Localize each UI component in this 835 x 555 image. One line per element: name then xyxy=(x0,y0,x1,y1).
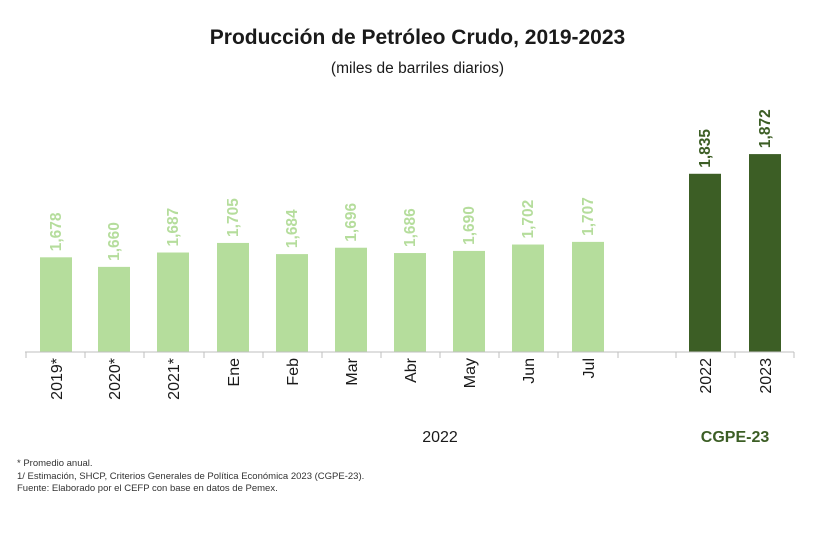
value-label: 1,696 xyxy=(343,203,360,242)
category-label: 2019* xyxy=(49,358,66,400)
value-label: 1,707 xyxy=(580,197,597,236)
value-label: 1,687 xyxy=(165,208,182,247)
value-label: 1,705 xyxy=(225,198,242,237)
category-label: 2020* xyxy=(107,358,124,400)
category-label: 2022 xyxy=(698,358,715,394)
bar-mar xyxy=(335,247,367,352)
footnote-source: Fuente: Elaborado por el CEFP con base e… xyxy=(17,483,278,494)
category-label: Jun xyxy=(521,358,538,384)
bar-jul xyxy=(572,241,604,352)
category-label: 2021* xyxy=(166,358,183,400)
value-label: 1,660 xyxy=(106,222,123,261)
bar-ene xyxy=(217,242,249,352)
category-label: Mar xyxy=(344,357,361,385)
value-label: 1,686 xyxy=(402,208,419,247)
category-label: Feb xyxy=(285,358,302,386)
group-label-cgpe: CGPE-23 xyxy=(701,429,770,446)
value-label: 1,872 xyxy=(757,109,774,148)
category-label: Abr xyxy=(403,357,420,383)
bar-2022 xyxy=(689,173,721,352)
value-label: 1,835 xyxy=(697,129,714,168)
category-label: May xyxy=(462,358,479,388)
chart-title: Producción de Petróleo Crudo, 2019-2023 xyxy=(209,26,626,49)
footnote-estimate: 1/ Estimación, SHCP, Criterios Generales… xyxy=(17,470,365,482)
value-label: 1,702 xyxy=(520,200,537,239)
chart-subtitle: (miles de barriles diarios) xyxy=(330,60,505,77)
category-label: 2023 xyxy=(758,358,775,394)
bar-jun xyxy=(512,244,544,352)
bar-2023 xyxy=(749,154,781,352)
value-label: 1,690 xyxy=(461,206,478,245)
bar-2019 xyxy=(40,257,72,352)
footnote-average: * Promedio anual. xyxy=(17,458,93,469)
bar-2020 xyxy=(98,266,130,352)
value-label: 1,684 xyxy=(284,209,301,248)
category-label: Ene xyxy=(226,358,243,387)
value-label: 1,678 xyxy=(48,212,65,251)
bar-2021 xyxy=(157,252,189,352)
group-label-2022: 2022 xyxy=(422,429,458,446)
footnotes: * Promedio anual. 1/ Estimación, SHCP, C… xyxy=(17,458,364,496)
category-label: Jul xyxy=(581,358,598,378)
bar-feb xyxy=(276,254,308,352)
bar-may xyxy=(453,250,485,352)
bar-abr xyxy=(394,253,426,352)
